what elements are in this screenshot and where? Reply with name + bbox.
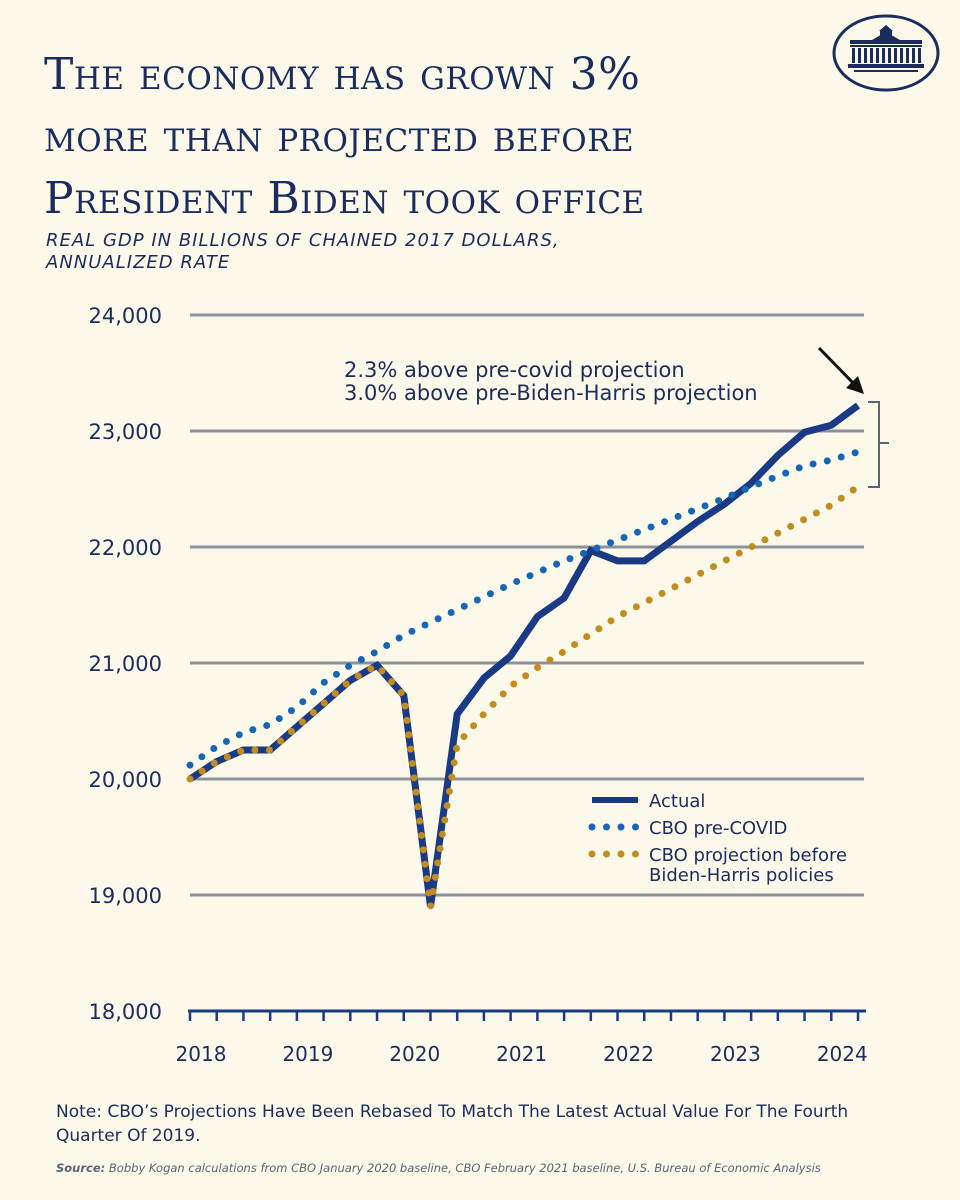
- y-tick-label: 21,000: [89, 652, 162, 676]
- series-cbo-pre-covid-line: [186, 448, 862, 769]
- series-layer: [186, 402, 862, 908]
- grid-layer: [190, 313, 864, 897]
- y-tick-label: 19,000: [89, 884, 162, 908]
- x-tick-label: 2024: [817, 1042, 868, 1066]
- white-house-seal-icon: [832, 14, 940, 92]
- source-text: Bobby Kogan calculations from CBO Januar…: [105, 1161, 821, 1175]
- annotation-line-2: 3.0% above pre-Biden-Harris projection: [344, 381, 758, 405]
- page-title: The economy has grown 3% more than proje…: [44, 44, 824, 230]
- x-tick-label: 2022: [603, 1042, 654, 1066]
- annotation-arrow: [817, 346, 860, 390]
- legend-label-0: Actual: [649, 791, 705, 812]
- subtitle-line-2: ANNUALIZED RATE: [46, 252, 231, 273]
- footnote: Note: CBO’s Projections Have Been Rebase…: [56, 1102, 849, 1146]
- annotation-layer: 2.3% above pre-covid projection 3.0% abo…: [344, 346, 889, 488]
- gdp-line-chart: 18,000 19,000 20,000 21,000 22,000 23,000 24,0…: [89, 304, 889, 1066]
- x-tick-label: 2019: [282, 1042, 333, 1066]
- y-tick-label: 22,000: [89, 536, 162, 560]
- y-tick-label: 20,000: [89, 768, 162, 792]
- legend-label-1: CBO pre-COVID: [649, 818, 787, 839]
- title-line-2: more than projected before: [44, 111, 635, 162]
- legend-layer: Actual CBO pre-COVID CBO projection before…: [588, 791, 847, 886]
- y-tick-label: 23,000: [89, 420, 162, 444]
- subtitle-line-1: REAL GDP IN BILLIONS OF CHAINED 2017 DOL…: [46, 230, 560, 251]
- source-line: Source: Bobby Kogan calculations from CB…: [56, 1161, 936, 1175]
- chart-subtitle: REAL GDP IN BILLIONS OF CHAINED 2017 DOL…: [46, 230, 746, 274]
- annotation-bracket: [868, 401, 889, 488]
- title-line-1: The economy has grown 3%: [44, 49, 641, 100]
- annotation-arrowhead: [846, 376, 864, 394]
- series-cbo-pre-biden-line: [186, 483, 862, 908]
- axis-layer: 18,000 19,000 20,000 21,000 22,000 23,000 24,0…: [89, 304, 868, 1066]
- legend-label-2: CBO projection before: [649, 845, 847, 866]
- source-label: Source:: [56, 1161, 106, 1175]
- legend-label-2-line-2: Biden-Harris policies: [649, 865, 834, 886]
- x-tick-label: 2023: [710, 1042, 761, 1066]
- annotation-line-1: 2.3% above pre-covid projection: [344, 358, 685, 382]
- y-tick-label: 18,000: [89, 1000, 162, 1024]
- x-tick-label: 2021: [496, 1042, 547, 1066]
- x-tick-label: 2020: [389, 1042, 440, 1066]
- x-tick-label: 2018: [176, 1042, 227, 1066]
- y-tick-label: 24,000: [89, 304, 162, 328]
- title-line-3: President Biden took office: [44, 173, 645, 224]
